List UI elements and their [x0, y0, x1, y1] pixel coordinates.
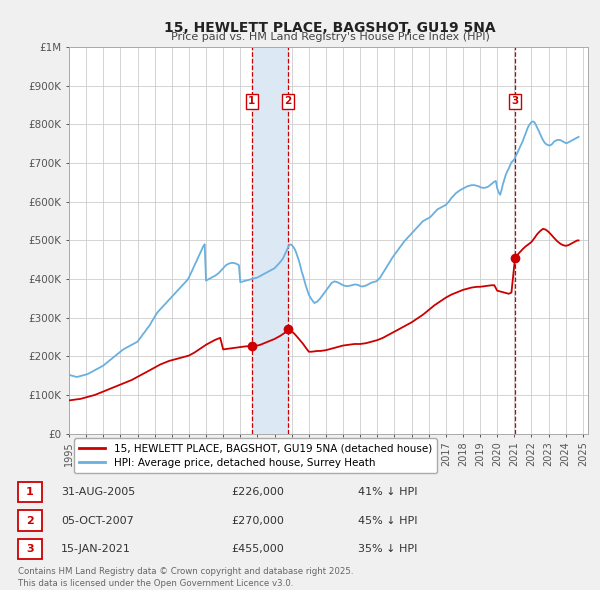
- Text: 41% ↓ HPI: 41% ↓ HPI: [358, 487, 417, 497]
- Text: 2: 2: [26, 516, 34, 526]
- Text: 3: 3: [511, 96, 518, 106]
- Text: £455,000: £455,000: [231, 544, 284, 554]
- Text: 3: 3: [26, 544, 34, 554]
- FancyBboxPatch shape: [18, 482, 42, 503]
- Text: 15-JAN-2021: 15-JAN-2021: [61, 544, 131, 554]
- Text: 1: 1: [248, 96, 256, 106]
- Text: 35% ↓ HPI: 35% ↓ HPI: [358, 544, 417, 554]
- Bar: [252, 47, 288, 434]
- FancyBboxPatch shape: [18, 510, 42, 531]
- FancyBboxPatch shape: [18, 539, 42, 559]
- Text: £270,000: £270,000: [231, 516, 284, 526]
- Text: Contains HM Land Registry data © Crown copyright and database right 2025.
This d: Contains HM Land Registry data © Crown c…: [18, 568, 353, 588]
- Text: 1: 1: [26, 487, 34, 497]
- Text: 05-OCT-2007: 05-OCT-2007: [61, 516, 134, 526]
- Text: 45% ↓ HPI: 45% ↓ HPI: [358, 516, 417, 526]
- Text: £226,000: £226,000: [231, 487, 284, 497]
- Text: 2: 2: [284, 96, 292, 106]
- Text: 31-AUG-2005: 31-AUG-2005: [61, 487, 135, 497]
- Legend: 15, HEWLETT PLACE, BAGSHOT, GU19 5NA (detached house), HPI: Average price, detac: 15, HEWLETT PLACE, BAGSHOT, GU19 5NA (de…: [74, 438, 437, 473]
- Text: 15, HEWLETT PLACE, BAGSHOT, GU19 5NA: 15, HEWLETT PLACE, BAGSHOT, GU19 5NA: [164, 21, 496, 35]
- Text: Price paid vs. HM Land Registry's House Price Index (HPI): Price paid vs. HM Land Registry's House …: [170, 32, 490, 42]
